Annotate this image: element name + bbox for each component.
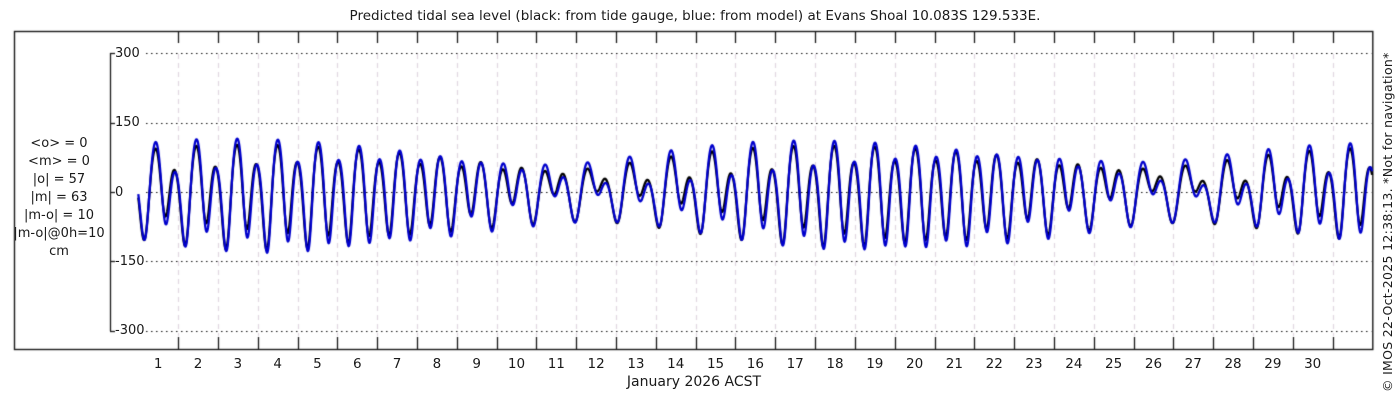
- x-tick-label: 21: [945, 356, 963, 372]
- x-tick-label: 27: [1184, 356, 1202, 372]
- x-tick-label: 14: [667, 356, 685, 372]
- x-tick-label: 8: [432, 356, 442, 372]
- x-tick-label: 29: [1264, 356, 1282, 372]
- x-tick-label: 10: [507, 356, 526, 372]
- x-tick-label: 7: [392, 356, 402, 372]
- x-tick-label: 19: [866, 356, 884, 372]
- stat-mean-model: <m> = 0: [28, 154, 90, 169]
- x-tick-label: 11: [547, 356, 565, 372]
- y-tick-label: -300: [115, 323, 145, 339]
- stat-mean-obs: <o> = 0: [30, 136, 88, 151]
- x-tick-label: 28: [1224, 356, 1242, 372]
- stat-mean-abs-obs: |o| = 57: [32, 172, 86, 187]
- x-tick-label: 12: [587, 356, 605, 372]
- x-tick-label: 17: [786, 356, 804, 372]
- x-tick-label: 20: [906, 356, 924, 372]
- y-tick-label: -150: [115, 253, 145, 269]
- x-tick-label: 23: [1025, 356, 1043, 372]
- x-tick-label: 2: [193, 356, 203, 372]
- x-tick-label: 16: [746, 356, 764, 372]
- x-tick-label: 9: [472, 356, 481, 372]
- x-tick-label: 30: [1304, 356, 1322, 372]
- x-tick-label: 4: [273, 356, 282, 372]
- x-tick-label: 22: [985, 356, 1003, 372]
- x-tick-label: 26: [1144, 356, 1163, 372]
- x-axis-title: January 2026 ACST: [626, 374, 762, 390]
- y-tick-label: 300: [115, 45, 140, 61]
- stat-mean-abs-diff: |m-o| = 10: [23, 208, 94, 223]
- imos-watermark: © IMOS 22-Oct-2025 12:38:13. *Not for na…: [1380, 52, 1395, 392]
- x-tick-label: 6: [352, 356, 362, 372]
- x-tick-label: 25: [1105, 356, 1123, 372]
- x-tick-label: 1: [153, 356, 163, 372]
- x-tick-label: 24: [1065, 356, 1083, 372]
- stat-diff-at-0h: |m-o|@0h=10: [13, 226, 105, 241]
- y-tick-label: 0: [115, 184, 124, 200]
- stat-units: cm: [49, 244, 69, 259]
- chart-title: Predicted tidal sea level (black: from t…: [349, 8, 1041, 24]
- stat-mean-abs-model: |m| = 63: [30, 190, 88, 205]
- y-tick-label: 150: [115, 115, 140, 130]
- x-tick-label: 15: [706, 356, 725, 372]
- x-tick-label: 3: [233, 356, 243, 372]
- x-tick-label: 18: [826, 356, 844, 372]
- x-tick-label: 13: [627, 356, 645, 372]
- x-tick-label: 5: [313, 356, 322, 372]
- stats-panel: <o> = 0 <m> = 0 |o| = 57 |m| = 63 |m-o| …: [6, 135, 112, 261]
